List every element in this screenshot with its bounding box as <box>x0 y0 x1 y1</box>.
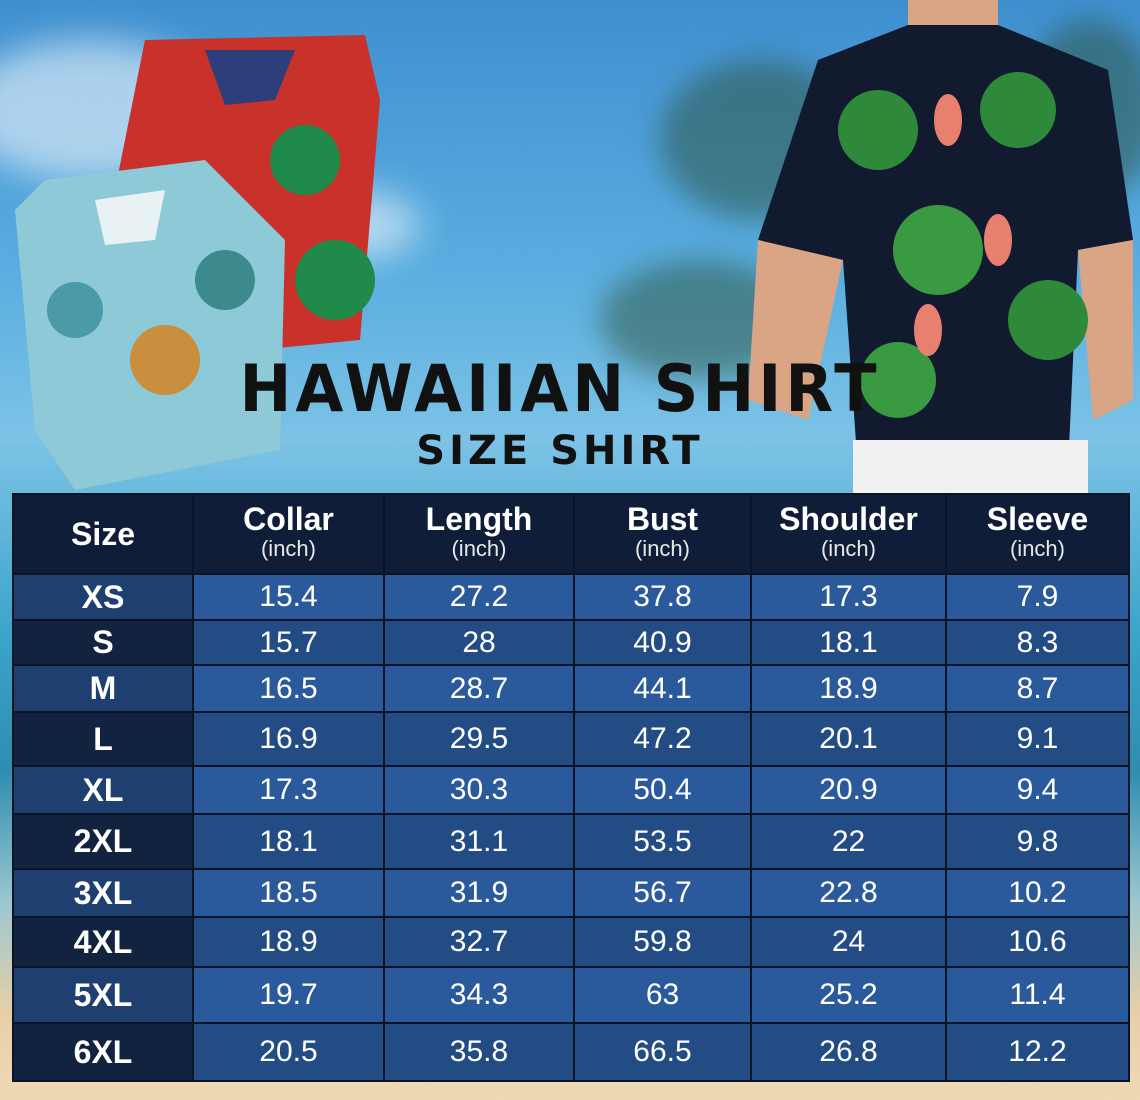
measurement-cell: 32.7 <box>383 916 575 968</box>
measurement-cell: 22 <box>750 813 947 870</box>
measurement-cell: 11.4 <box>945 966 1130 1024</box>
measurement-cell: 20.9 <box>750 765 947 815</box>
measurement-cell: 9.8 <box>945 813 1130 870</box>
measurement-cell: 15.4 <box>192 573 385 621</box>
measurement-cell: 24 <box>750 916 947 968</box>
measurement-cell: 8.7 <box>945 664 1130 713</box>
table-row: 2XL 18.1 31.1 53.5 22 9.8 <box>12 813 1130 870</box>
measurement-cell: 19.7 <box>192 966 385 1024</box>
measurement-cell: 35.8 <box>383 1022 575 1082</box>
measurement-cell: 15.7 <box>192 619 385 666</box>
measurement-cell: 31.1 <box>383 813 575 870</box>
size-cell: XL <box>12 765 194 815</box>
measurement-cell: 10.2 <box>945 868 1130 918</box>
header-unit: (inch) <box>451 536 507 561</box>
measurement-cell: 18.9 <box>750 664 947 713</box>
size-cell: XS <box>12 573 194 621</box>
measurement-cell: 20.5 <box>192 1022 385 1082</box>
measurement-cell: 18.1 <box>750 619 947 666</box>
measurement-cell: 47.2 <box>573 711 752 767</box>
size-cell: L <box>12 711 194 767</box>
size-cell: 5XL <box>12 966 194 1024</box>
table-row: XS 15.4 27.2 37.8 17.3 7.9 <box>12 573 1130 621</box>
measurement-cell: 66.5 <box>573 1022 752 1082</box>
measurement-cell: 16.5 <box>192 664 385 713</box>
measurement-cell: 34.3 <box>383 966 575 1024</box>
measurement-cell: 63 <box>573 966 752 1024</box>
size-cell: 4XL <box>12 916 194 968</box>
measurement-cell: 28.7 <box>383 664 575 713</box>
header-label: Sleeve <box>986 501 1089 537</box>
table-row: 5XL 19.7 34.3 63 25.2 11.4 <box>12 966 1130 1024</box>
measurement-cell: 16.9 <box>192 711 385 767</box>
header-size: Size <box>12 493 194 575</box>
header-unit: (inch) <box>260 536 316 561</box>
folded-shirts-image <box>15 35 380 490</box>
measurement-cell: 53.5 <box>573 813 752 870</box>
measurement-cell: 56.7 <box>573 868 752 918</box>
table-row: 3XL 18.5 31.9 56.7 22.8 10.2 <box>12 868 1130 918</box>
measurement-cell: 17.3 <box>750 573 947 621</box>
table-row: 6XL 20.5 35.8 66.5 26.8 12.2 <box>12 1022 1130 1082</box>
measurement-cell: 9.1 <box>945 711 1130 767</box>
measurement-cell: 18.1 <box>192 813 385 870</box>
header-label: Shoulder <box>779 501 918 537</box>
measurement-cell: 31.9 <box>383 868 575 918</box>
size-cell: 6XL <box>12 1022 194 1082</box>
measurement-cell: 37.8 <box>573 573 752 621</box>
page-subtitle: SIZE SHIRT <box>416 428 704 474</box>
page-title: HAWAIIAN SHIRT <box>239 350 881 427</box>
measurement-cell: 18.5 <box>192 868 385 918</box>
measurement-cell: 44.1 <box>573 664 752 713</box>
measurement-cell: 8.3 <box>945 619 1130 666</box>
measurement-cell: 12.2 <box>945 1022 1130 1082</box>
header-collar: Collar (inch) <box>192 493 385 575</box>
table-row: M 16.5 28.7 44.1 18.9 8.7 <box>12 664 1130 713</box>
measurement-cell: 27.2 <box>383 573 575 621</box>
size-cell: S <box>12 619 194 666</box>
header-unit: (inch) <box>820 536 876 561</box>
header-shoulder: Shoulder (inch) <box>750 493 947 575</box>
measurement-cell: 28 <box>383 619 575 666</box>
size-cell: M <box>12 664 194 713</box>
measurement-cell: 20.1 <box>750 711 947 767</box>
model-shirt-image <box>748 0 1133 495</box>
header-label: Bust <box>626 501 699 537</box>
size-cell: 2XL <box>12 813 194 870</box>
measurement-cell: 50.4 <box>573 765 752 815</box>
size-cell: 3XL <box>12 868 194 918</box>
table-row: S 15.7 28 40.9 18.1 8.3 <box>12 619 1130 666</box>
table-row: L 16.9 29.5 47.2 20.1 9.1 <box>12 711 1130 767</box>
header-label: Size <box>70 516 136 552</box>
header-bust: Bust (inch) <box>573 493 752 575</box>
measurement-cell: 18.9 <box>192 916 385 968</box>
header-length: Length (inch) <box>383 493 575 575</box>
size-chart-table: Size Collar (inch) Length (inch) Bust (inch… <box>12 493 1130 1082</box>
measurement-cell: 10.6 <box>945 916 1130 968</box>
header-label: Length <box>425 501 533 537</box>
measurement-cell: 30.3 <box>383 765 575 815</box>
measurement-cell: 17.3 <box>192 765 385 815</box>
measurement-cell: 40.9 <box>573 619 752 666</box>
header-unit: (inch) <box>634 536 690 561</box>
table-row: XL 17.3 30.3 50.4 20.9 9.4 <box>12 765 1130 815</box>
measurement-cell: 25.2 <box>750 966 947 1024</box>
measurement-cell: 26.8 <box>750 1022 947 1082</box>
measurement-cell: 29.5 <box>383 711 575 767</box>
measurement-cell: 22.8 <box>750 868 947 918</box>
table-header-row: Size Collar (inch) Length (inch) Bust (inch… <box>12 493 1130 575</box>
table-row: 4XL 18.9 32.7 59.8 24 10.6 <box>12 916 1130 968</box>
measurement-cell: 59.8 <box>573 916 752 968</box>
header-sleeve: Sleeve (inch) <box>945 493 1130 575</box>
measurement-cell: 7.9 <box>945 573 1130 621</box>
measurement-cell: 9.4 <box>945 765 1130 815</box>
header-unit: (inch) <box>1009 536 1065 561</box>
header-label: Collar <box>243 501 334 537</box>
